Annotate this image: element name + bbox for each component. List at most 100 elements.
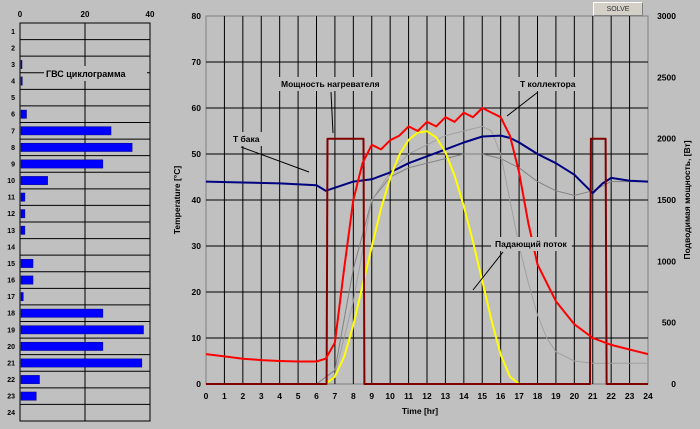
y2-axis-label: Подводимая мощность, [Вт] — [682, 140, 692, 259]
left-title-box — [44, 66, 147, 81]
left-category-label: 24 — [7, 410, 15, 417]
y2-tick-label: 0 — [671, 379, 676, 389]
bar-hour-3 — [20, 60, 23, 69]
left-category-label: 10 — [7, 178, 15, 185]
y-axis-label: Temperature [°C] — [172, 166, 182, 235]
x-tick-label: 23 — [625, 391, 635, 401]
left-category-label: 7 — [11, 128, 15, 135]
y-tick-label: 20 — [192, 287, 202, 297]
left-category-label: 13 — [7, 228, 15, 235]
bar-hour-7 — [20, 126, 112, 136]
bar-hour-20 — [20, 341, 104, 351]
bar-hour-16 — [20, 275, 34, 285]
bar-hour-8 — [20, 142, 133, 152]
x-tick-label: 10 — [385, 391, 395, 401]
x-tick-label: 21 — [588, 391, 598, 401]
annotation-leader-line — [330, 91, 334, 134]
y2-tick-label: 2500 — [657, 72, 676, 82]
left-category-label: 16 — [7, 278, 15, 285]
left-category-label: 17 — [7, 294, 15, 301]
left-category-label: 9 — [11, 161, 15, 168]
left-category-label: 21 — [7, 360, 15, 367]
annotation-label-box — [516, 77, 587, 91]
annotation-leader-line — [240, 146, 310, 173]
x-tick-label: 0 — [204, 391, 209, 401]
x-tick-label: 12 — [422, 391, 432, 401]
bar-hour-15 — [20, 259, 34, 268]
x-tick-label: 5 — [296, 391, 301, 401]
x-tick-label: 1 — [222, 391, 227, 401]
bar-hour-13 — [20, 225, 26, 235]
left-category-label: 8 — [11, 145, 15, 152]
temperature-power-chart: 0 1 2 3 4 5 6 7 8 9 10 11 12 13 14 15 16 17 18 19 20 21 22 23 24… — [172, 11, 692, 416]
left-x-tick-label: 0 — [18, 10, 23, 19]
solve-button[interactable]: SOLVE — [593, 2, 643, 16]
series-aux-5 — [206, 125, 648, 385]
left-category-label: 1 — [11, 29, 15, 36]
left-category-label: 18 — [7, 311, 15, 318]
left-category-label: 6 — [11, 112, 15, 119]
annotation-label: Т бака — [233, 134, 260, 144]
left-x-tick-label: 40 — [146, 10, 155, 19]
series-Падающий-поток — [325, 130, 529, 385]
left-chart-title: ГВС циклограмма — [46, 69, 126, 79]
annotation-label: Мощность нагревателя — [281, 79, 380, 89]
x-tick-label: 7 — [333, 391, 338, 401]
bar-hour-11 — [20, 192, 26, 202]
y-tick-label: 0 — [196, 379, 201, 389]
left-category-label: 2 — [11, 45, 15, 52]
bar-hour-19 — [20, 325, 144, 335]
annotation-label-box — [491, 237, 572, 251]
left-category-label: 11 — [8, 195, 16, 202]
x-tick-label: 24 — [643, 391, 653, 401]
y-tick-label: 10 — [192, 333, 202, 343]
left-category-label: 20 — [7, 344, 15, 351]
x-tick-label: 19 — [551, 391, 561, 401]
annotation-leader-line — [506, 91, 539, 117]
y-tick-label: 30 — [192, 241, 202, 251]
left-category-label: 5 — [11, 95, 15, 102]
left-category-label: 4 — [11, 79, 15, 86]
y2-tick-label: 2000 — [657, 134, 676, 144]
bar-hour-12 — [20, 209, 26, 219]
y2-tick-label: 3000 — [657, 11, 676, 21]
x-tick-label: 2 — [240, 391, 245, 401]
annotation-label-box — [229, 132, 269, 146]
x-tick-label: 9 — [369, 391, 374, 401]
series-Мощность-нагревателя — [206, 137, 648, 385]
left-category-label: 19 — [7, 327, 15, 334]
left-category-label: 14 — [7, 244, 15, 251]
x-tick-label: 14 — [459, 391, 469, 401]
bar-hour-23 — [20, 391, 37, 401]
x-tick-label: 6 — [314, 391, 319, 401]
bar-hour-22 — [20, 375, 40, 384]
bar-hour-18 — [20, 308, 104, 318]
x-axis-label: Time [hr] — [402, 406, 438, 416]
y-tick-label: 50 — [192, 149, 202, 159]
bar-hour-4 — [20, 76, 23, 86]
left-category-label: 15 — [7, 261, 15, 268]
x-tick-label: 13 — [441, 391, 451, 401]
annotation-label-box — [277, 77, 389, 91]
left-category-label: 12 — [7, 211, 15, 218]
bar-hour-10 — [20, 176, 48, 185]
left-category-label: 22 — [7, 377, 15, 384]
bar-hour-17 — [20, 292, 24, 302]
y-tick-label: 70 — [192, 57, 202, 67]
annotation-label: Т коллектора — [520, 79, 576, 89]
left-category-label: 3 — [11, 62, 15, 69]
x-tick-label: 18 — [533, 391, 543, 401]
bar-hour-9 — [20, 159, 104, 169]
y-tick-label: 60 — [192, 103, 202, 113]
left-category-label: 23 — [7, 394, 15, 401]
y2-tick-label: 500 — [662, 318, 676, 328]
series-T-коллектора — [205, 107, 649, 363]
annotation-leader-line — [472, 251, 504, 291]
x-tick-label: 11 — [404, 391, 413, 401]
x-tick-label: 20 — [570, 391, 580, 401]
dhw-cyclogram-chart: 0 20 40 1234567891011121314151617181920212… — [7, 10, 155, 422]
x-tick-label: 8 — [351, 391, 356, 401]
x-tick-label: 22 — [606, 391, 616, 401]
y-tick-label: 80 — [192, 11, 202, 21]
x-tick-label: 4 — [277, 391, 282, 401]
